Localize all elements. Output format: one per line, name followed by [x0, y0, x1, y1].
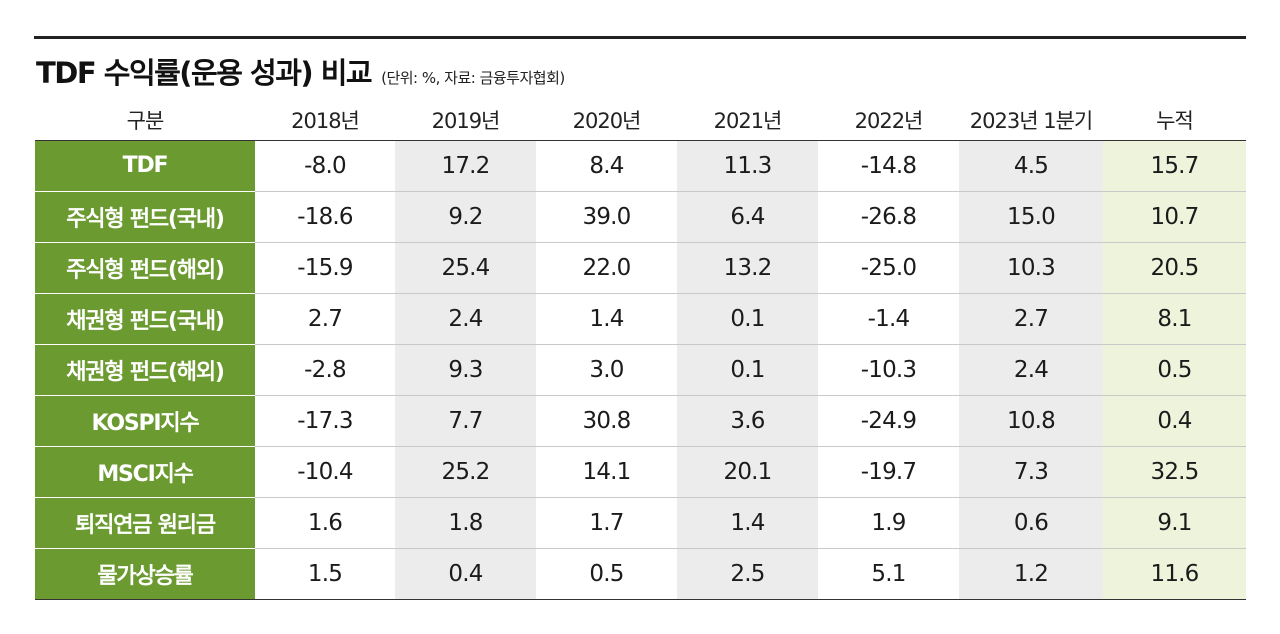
column-header: 2020년 — [536, 100, 677, 141]
value-cell: -2.8 — [255, 344, 395, 396]
value-cell: 1.6 — [255, 497, 395, 549]
row-category-label: 채권형 펀드(해외) — [35, 344, 255, 396]
value-cell: 2.7 — [959, 293, 1103, 345]
value-cell: -14.8 — [818, 140, 959, 192]
row-category-label: MSCI지수 — [35, 446, 255, 498]
value-cell: 10.3 — [959, 242, 1103, 294]
value-cell: 0.1 — [677, 293, 818, 345]
row-category-label: KOSPI지수 — [35, 395, 255, 447]
value-cell: 1.4 — [677, 497, 818, 549]
value-cell: -26.8 — [818, 191, 959, 243]
value-cell: 7.7 — [395, 395, 536, 447]
column-header: 누적 — [1103, 100, 1246, 141]
chart-title: TDF 수익률(운용 성과) 비교 — [36, 56, 373, 90]
value-cell: 9.1 — [1103, 497, 1246, 549]
value-cell: 2.5 — [677, 548, 818, 600]
value-cell: 1.7 — [536, 497, 677, 549]
table-row: 주식형 펀드(해외) -15.9 25.4 22.0 13.2 -25.0 10.3 20.5 — [35, 242, 1246, 294]
value-cell: 32.5 — [1103, 446, 1246, 498]
table-row: 채권형 펀드(국내) 2.7 2.4 1.4 0.1 -1.4 2.7 8.1 — [35, 293, 1246, 345]
value-cell: 20.5 — [1103, 242, 1246, 294]
value-cell: 9.2 — [395, 191, 536, 243]
value-cell: 4.5 — [959, 140, 1103, 192]
value-cell: 39.0 — [536, 191, 677, 243]
row-category-label: TDF — [35, 140, 255, 192]
value-cell: 9.3 — [395, 344, 536, 396]
value-cell: 0.5 — [536, 548, 677, 600]
value-cell: 2.4 — [395, 293, 536, 345]
column-header: 2019년 — [395, 100, 536, 141]
column-header: 2023년 1분기 — [959, 100, 1103, 141]
row-category-label: 주식형 펀드(국내) — [35, 191, 255, 243]
value-cell: 5.1 — [818, 548, 959, 600]
value-cell: 0.5 — [1103, 344, 1246, 396]
value-cell: 20.1 — [677, 446, 818, 498]
value-cell: -24.9 — [818, 395, 959, 447]
corner-header: 구분 — [35, 100, 255, 141]
column-header: 2022년 — [818, 100, 959, 141]
value-cell: 1.9 — [818, 497, 959, 549]
value-cell: 0.4 — [395, 548, 536, 600]
returns-table: 구분 2018년 2019년 2020년 2021년 2022년 2023년 1… — [35, 100, 1246, 600]
value-cell: 11.3 — [677, 140, 818, 192]
value-cell: 15.0 — [959, 191, 1103, 243]
value-cell: 17.2 — [395, 140, 536, 192]
value-cell: 0.4 — [1103, 395, 1246, 447]
table-row: 물가상승률 1.5 0.4 0.5 2.5 5.1 1.2 11.6 — [35, 548, 1246, 600]
row-category-label: 물가상승률 — [35, 548, 255, 600]
value-cell: 10.7 — [1103, 191, 1246, 243]
value-cell: 3.0 — [536, 344, 677, 396]
value-cell: -19.7 — [818, 446, 959, 498]
value-cell: 7.3 — [959, 446, 1103, 498]
value-cell: 1.8 — [395, 497, 536, 549]
header-row: 구분 2018년 2019년 2020년 2021년 2022년 2023년 1… — [35, 100, 1246, 141]
row-category-label: 퇴직연금 원리금 — [35, 497, 255, 549]
value-cell: -10.3 — [818, 344, 959, 396]
value-cell: 11.6 — [1103, 548, 1246, 600]
value-cell: 22.0 — [536, 242, 677, 294]
value-cell: 13.2 — [677, 242, 818, 294]
table-row: MSCI지수 -10.4 25.2 14.1 20.1 -19.7 7.3 32.5 — [35, 446, 1246, 498]
value-cell: 8.1 — [1103, 293, 1246, 345]
value-cell: -25.0 — [818, 242, 959, 294]
value-cell: 1.2 — [959, 548, 1103, 600]
table-body: TDF -8.0 17.2 8.4 11.3 -14.8 4.5 15.7 주식형 펀드(국내)… — [35, 140, 1246, 600]
value-cell: -1.4 — [818, 293, 959, 345]
value-cell: 2.7 — [255, 293, 395, 345]
value-cell: -18.6 — [255, 191, 395, 243]
column-header: 2021년 — [677, 100, 818, 141]
chart-subtitle: (단위: %, 자료: 금융투자협회) — [381, 69, 565, 87]
value-cell: 15.7 — [1103, 140, 1246, 192]
value-cell: -15.9 — [255, 242, 395, 294]
value-cell: -17.3 — [255, 395, 395, 447]
value-cell: 1.5 — [255, 548, 395, 600]
value-cell: 10.8 — [959, 395, 1103, 447]
value-cell: 25.4 — [395, 242, 536, 294]
value-cell: 0.6 — [959, 497, 1103, 549]
value-cell: 30.8 — [536, 395, 677, 447]
row-category-label: 주식형 펀드(해외) — [35, 242, 255, 294]
value-cell: 8.4 — [536, 140, 677, 192]
table-row: KOSPI지수 -17.3 7.7 30.8 3.6 -24.9 10.8 0.4 — [35, 395, 1246, 447]
table-row: 채권형 펀드(해외) -2.8 9.3 3.0 0.1 -10.3 2.4 0.5 — [35, 344, 1246, 396]
value-cell: -10.4 — [255, 446, 395, 498]
value-cell: 3.6 — [677, 395, 818, 447]
row-category-label: 채권형 펀드(국내) — [35, 293, 255, 345]
table-row: 주식형 펀드(국내) -18.6 9.2 39.0 6.4 -26.8 15.0 10.7 — [35, 191, 1246, 243]
table-row: TDF -8.0 17.2 8.4 11.3 -14.8 4.5 15.7 — [35, 140, 1246, 192]
table-row: 퇴직연금 원리금 1.6 1.8 1.7 1.4 1.9 0.6 9.1 — [35, 497, 1246, 549]
column-header: 2018년 — [255, 100, 395, 141]
value-cell: -8.0 — [255, 140, 395, 192]
value-cell: 25.2 — [395, 446, 536, 498]
value-cell: 1.4 — [536, 293, 677, 345]
top-rule — [34, 36, 1246, 39]
title-block: TDF 수익률(운용 성과) 비교 (단위: %, 자료: 금융투자협회) — [36, 50, 565, 94]
value-cell: 14.1 — [536, 446, 677, 498]
value-cell: 6.4 — [677, 191, 818, 243]
value-cell: 0.1 — [677, 344, 818, 396]
value-cell: 2.4 — [959, 344, 1103, 396]
